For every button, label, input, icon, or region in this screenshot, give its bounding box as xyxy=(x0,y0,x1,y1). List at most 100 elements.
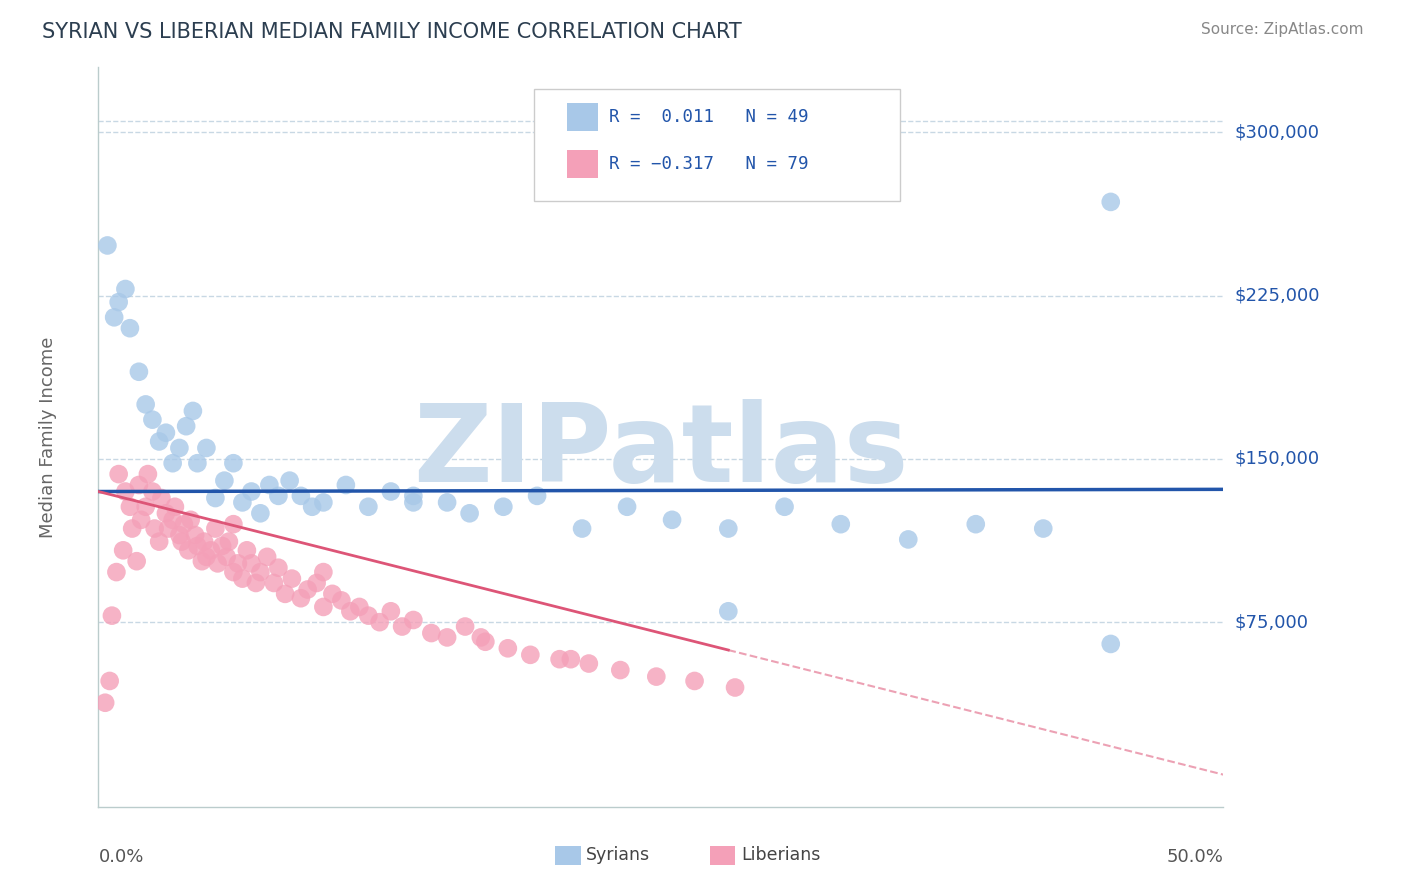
Text: R =  0.011   N = 49: R = 0.011 N = 49 xyxy=(609,108,808,126)
Point xyxy=(155,506,177,520)
Point xyxy=(184,528,207,542)
Text: $150,000: $150,000 xyxy=(1234,450,1319,468)
Point xyxy=(526,489,548,503)
Point xyxy=(218,534,240,549)
Point xyxy=(683,673,706,688)
Point xyxy=(96,238,118,252)
Point xyxy=(193,534,215,549)
Point xyxy=(717,604,740,618)
Point xyxy=(105,565,128,579)
Point xyxy=(458,506,481,520)
Point xyxy=(335,478,357,492)
Point xyxy=(118,500,141,514)
Point xyxy=(141,484,163,499)
Point xyxy=(222,517,245,532)
Point xyxy=(129,513,152,527)
Point xyxy=(474,634,496,648)
Point xyxy=(965,517,987,532)
Point xyxy=(107,295,129,310)
Point xyxy=(148,534,170,549)
Text: Median Family Income: Median Family Income xyxy=(39,336,56,538)
Point xyxy=(157,522,180,536)
Point xyxy=(249,565,271,579)
Point xyxy=(420,626,443,640)
Point xyxy=(305,576,328,591)
Point xyxy=(128,365,150,379)
Point xyxy=(143,522,166,536)
Point xyxy=(380,604,402,618)
Point xyxy=(492,500,515,514)
Point xyxy=(249,506,271,520)
Point xyxy=(391,619,413,633)
Point xyxy=(1099,194,1122,209)
Point xyxy=(267,489,290,503)
Point xyxy=(357,608,380,623)
Point xyxy=(173,517,195,532)
Point xyxy=(245,576,267,591)
Point xyxy=(321,587,343,601)
Point xyxy=(773,500,796,514)
Point xyxy=(150,491,173,505)
Point xyxy=(1032,522,1054,536)
Point xyxy=(211,539,233,553)
Text: Syrians: Syrians xyxy=(586,847,651,864)
Text: R = −0.317   N = 79: R = −0.317 N = 79 xyxy=(609,155,808,173)
Point xyxy=(177,543,200,558)
Point xyxy=(240,484,263,499)
Point xyxy=(114,282,136,296)
Point xyxy=(200,543,222,558)
Point xyxy=(101,608,124,623)
Point xyxy=(207,557,229,571)
Text: ZIPatlas: ZIPatlas xyxy=(413,399,908,505)
Point xyxy=(121,522,143,536)
Point xyxy=(661,513,683,527)
Point xyxy=(236,543,259,558)
Point xyxy=(103,310,125,325)
Point xyxy=(98,673,121,688)
Point xyxy=(454,619,477,633)
Point xyxy=(94,696,117,710)
Point xyxy=(240,557,263,571)
Point xyxy=(301,500,323,514)
Point xyxy=(470,631,492,645)
Point xyxy=(312,599,335,614)
Point xyxy=(170,534,193,549)
Point xyxy=(330,593,353,607)
Point xyxy=(186,456,208,470)
Point xyxy=(571,522,593,536)
Point xyxy=(195,549,218,564)
Point xyxy=(169,441,191,455)
Point xyxy=(231,495,253,509)
Point xyxy=(118,321,141,335)
Point xyxy=(717,522,740,536)
Point xyxy=(263,576,285,591)
Point xyxy=(136,467,159,482)
Point xyxy=(402,495,425,509)
Point xyxy=(222,565,245,579)
Point xyxy=(349,599,371,614)
Point xyxy=(259,478,281,492)
Point xyxy=(339,604,361,618)
Point xyxy=(215,549,238,564)
Point xyxy=(162,513,184,527)
Point xyxy=(724,681,747,695)
Point xyxy=(312,565,335,579)
Point xyxy=(830,517,852,532)
Point xyxy=(436,495,458,509)
Point xyxy=(155,425,177,440)
Point xyxy=(162,456,184,470)
Point xyxy=(278,474,301,488)
Point xyxy=(290,489,312,503)
Point xyxy=(519,648,541,662)
Point xyxy=(226,557,249,571)
Point xyxy=(436,631,458,645)
Point xyxy=(135,500,157,514)
Point xyxy=(274,587,297,601)
Point xyxy=(191,554,214,568)
Point xyxy=(222,456,245,470)
Point xyxy=(380,484,402,499)
Text: Source: ZipAtlas.com: Source: ZipAtlas.com xyxy=(1201,22,1364,37)
Point xyxy=(645,670,668,684)
Point xyxy=(114,484,136,499)
Point xyxy=(897,533,920,547)
